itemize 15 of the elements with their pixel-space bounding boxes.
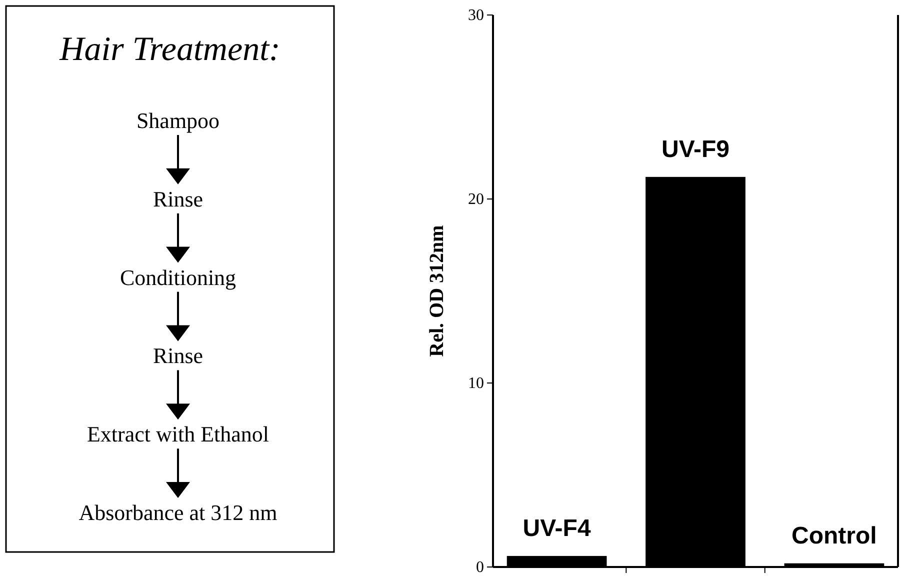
y-tick-label: 20 xyxy=(468,191,484,208)
text: Rinse xyxy=(152,343,204,368)
x-tick-label: Control xyxy=(792,522,877,550)
y-tick-label: 0 xyxy=(476,559,484,576)
y-tick-label: 10 xyxy=(468,375,484,392)
y-tick-label: 30 xyxy=(468,7,484,24)
text: Shampoo xyxy=(136,108,220,133)
text: Conditioning xyxy=(120,264,236,290)
text: Absorbance at 312 nm xyxy=(78,500,278,525)
text: Rinse xyxy=(152,186,204,212)
text: Hair Treatment: xyxy=(58,31,280,68)
y-axis-title: Rel. OD 312nm xyxy=(426,224,448,357)
x-tick-label: UV-F4 xyxy=(522,514,592,542)
text: Extract with Ethanol xyxy=(86,422,270,447)
x-tick-label: UV-F9 xyxy=(661,136,730,163)
